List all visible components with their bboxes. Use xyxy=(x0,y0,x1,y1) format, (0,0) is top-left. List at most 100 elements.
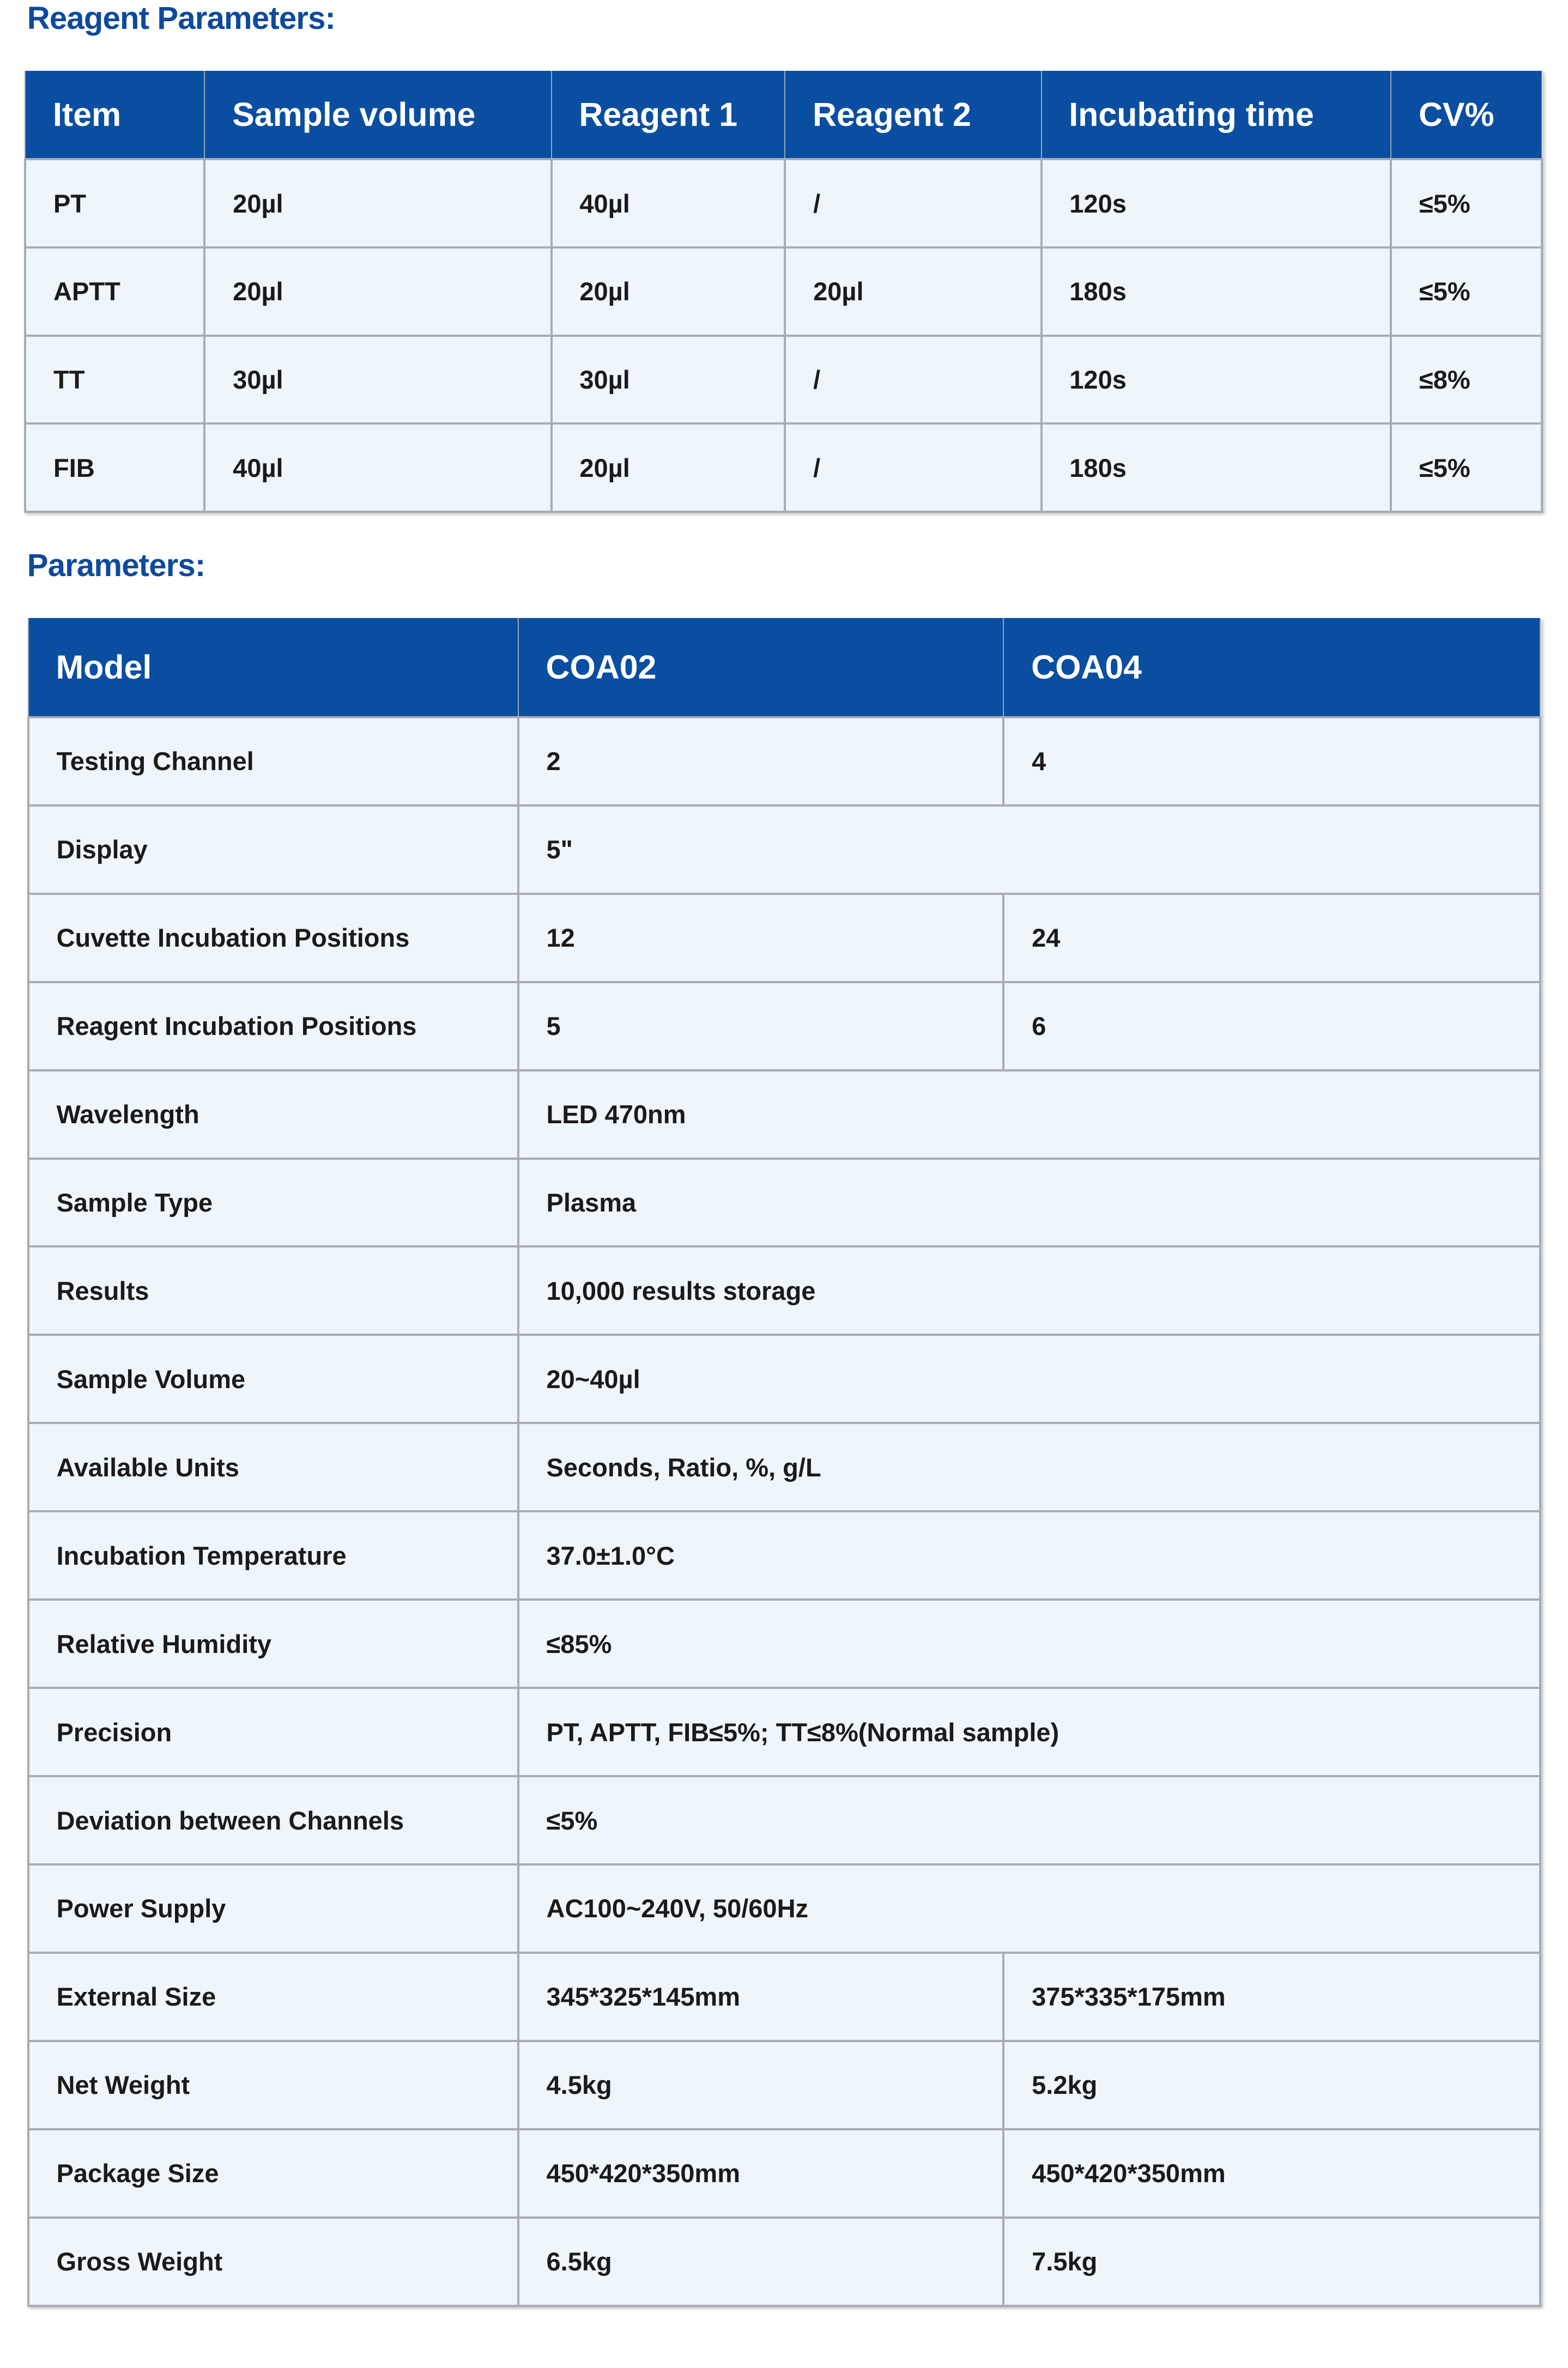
table-row: Precision PT, APTT, FIB≤5%; TT≤8%(Normal … xyxy=(27,1687,1542,1778)
cell-value: 450*420*350mm xyxy=(1002,2128,1542,2219)
cell-value: / xyxy=(784,158,1043,249)
column-header: COA02 xyxy=(517,618,1004,718)
parameters-title: Parameters: xyxy=(27,548,205,584)
row-label: FIB xyxy=(24,422,206,513)
table-row: FIB 40µl 20µl/180s ≤5% xyxy=(24,422,1543,513)
cell-value: 345*325*145mm xyxy=(517,1951,1005,2042)
cell-value: 20µl xyxy=(203,158,553,249)
column-header: CV% xyxy=(1390,71,1542,160)
row-label: Testing Channel xyxy=(27,716,519,807)
cell-value: 180s xyxy=(1040,422,1393,513)
cell-value: PT, APTT, FIB≤5%; TT≤8%(Normal sample) xyxy=(517,1687,1542,1778)
row-label: Wavelength xyxy=(27,1069,519,1160)
cell-value: 4.5kg xyxy=(517,2039,1005,2130)
cell-value: 6.5kg xyxy=(517,2216,1005,2307)
row-label: TT xyxy=(24,334,206,425)
cell-value: 40µl xyxy=(203,422,553,513)
row-label: Package Size xyxy=(27,2128,519,2219)
column-header: Incubating time xyxy=(1040,71,1392,160)
row-label: Precision xyxy=(27,1687,519,1778)
row-label: Gross Weight xyxy=(27,2216,519,2307)
cell-value: 5.2kg xyxy=(1002,2039,1542,2130)
table-row: External Size 345*325*145mm 375*335*175mm xyxy=(27,1951,1542,2042)
cell-value: 12 xyxy=(517,892,1005,983)
cell-value: Plasma xyxy=(517,1157,1542,1248)
cell-value: 37.0±1.0°C xyxy=(517,1510,1542,1601)
table-row: Results 10,000 results storage xyxy=(27,1245,1542,1336)
row-label: Power Supply xyxy=(27,1863,519,1954)
table-row: Cuvette Incubation Positions 12 24 xyxy=(27,892,1542,983)
table-row: Wavelength LED 470nm xyxy=(27,1069,1542,1160)
cell-value: 4 xyxy=(1002,716,1542,807)
cell-value: 180s xyxy=(1040,246,1393,337)
cell-value: LED 470nm xyxy=(517,1069,1542,1160)
table-row: Testing Channel 2 4 xyxy=(27,716,1542,807)
table-row: Sample Volume 20~40µl xyxy=(27,1334,1542,1425)
row-label: Sample Volume xyxy=(27,1334,519,1425)
cell-value: 6 xyxy=(1002,980,1542,1071)
row-label: Deviation between Channels xyxy=(27,1775,519,1866)
cell-value: 375*335*175mm xyxy=(1002,1951,1542,2042)
cell-value: ≤8% xyxy=(1390,334,1543,425)
row-label: External Size xyxy=(27,1951,519,2042)
table-row: Package Size 450*420*350mm 450*420*350mm xyxy=(27,2128,1542,2219)
table-row: PT 20µl 40µl/120s ≤5% xyxy=(24,158,1543,249)
column-header: Reagent 2 xyxy=(784,71,1042,160)
cell-value: 20µl xyxy=(550,246,786,337)
table-row: Relative Humidity ≤85% xyxy=(27,1598,1542,1689)
cell-value: 20µl xyxy=(784,246,1043,337)
table-row: Sample Type Plasma xyxy=(27,1157,1542,1248)
cell-value: 5" xyxy=(517,804,1542,895)
row-label: Relative Humidity xyxy=(27,1598,519,1689)
row-label: APTT xyxy=(24,246,206,337)
cell-value: 7.5kg xyxy=(1002,2216,1542,2307)
cell-value: / xyxy=(784,334,1043,425)
table-row: Gross Weight 6.5kg 7.5kg xyxy=(27,2216,1542,2307)
cell-value: 2 xyxy=(517,716,1005,807)
reagent-parameters-table: Item Sample volume Reagent 1 Reagent 2 Incub… xyxy=(24,71,1543,513)
cell-value: 20~40µl xyxy=(517,1334,1542,1425)
table-row: Reagent Incubation Positions 5 6 xyxy=(27,980,1542,1071)
column-header: COA04 xyxy=(1003,618,1541,718)
reagent-parameters-title: Reagent Parameters: xyxy=(27,1,336,36)
table-row: APTT 20µl 20µl 20µl 180s ≤5% xyxy=(24,246,1543,337)
cell-value: 20µl xyxy=(203,246,553,337)
cell-value: 120s xyxy=(1040,158,1393,249)
cell-value: Seconds, Ratio, %, g/L xyxy=(517,1422,1542,1513)
column-header: Item xyxy=(25,71,205,160)
cell-value: ≤5% xyxy=(1390,246,1543,337)
table-row: Available Units Seconds, Ratio, %, g/L xyxy=(27,1422,1542,1513)
row-label: Sample Type xyxy=(27,1157,519,1248)
cell-value: 20µl xyxy=(550,422,786,513)
cell-value: AC100~240V, 50/60Hz xyxy=(517,1863,1542,1954)
cell-value: 450*420*350mm xyxy=(517,2128,1005,2219)
cell-value: 30µl xyxy=(203,334,553,425)
row-label: Display xyxy=(27,804,519,895)
table-row: Display 5" xyxy=(27,804,1542,895)
row-label: Net Weight xyxy=(27,2039,519,2130)
cell-value: 24 xyxy=(1002,892,1542,983)
cell-value: 40µl xyxy=(550,158,786,249)
row-label: Incubation Temperature xyxy=(27,1510,519,1601)
cell-value: ≤85% xyxy=(517,1598,1542,1689)
row-label: Cuvette Incubation Positions xyxy=(27,892,519,983)
row-label: PT xyxy=(24,158,206,249)
cell-value: 5 xyxy=(517,980,1005,1071)
table-row: TT 30µl 30µl/120s ≤8% xyxy=(24,334,1543,425)
cell-value: ≤5% xyxy=(1390,158,1543,249)
cell-value: ≤5% xyxy=(1390,422,1543,513)
parameters-table: Model COA02 COA04 Testing Channel 2 4 Display… xyxy=(27,618,1542,2307)
table-row: Power Supply AC100~240V, 50/60Hz xyxy=(27,1863,1542,1954)
cell-value: 120s xyxy=(1040,334,1393,425)
cell-value: 30µl xyxy=(550,334,786,425)
table-row: Incubation Temperature 37.0±1.0°C xyxy=(27,1510,1542,1601)
cell-value: / xyxy=(784,422,1043,513)
cell-value: 10,000 results storage xyxy=(517,1245,1542,1336)
row-label: Available Units xyxy=(27,1422,519,1513)
table-row: Net Weight 4.5kg 5.2kg xyxy=(27,2039,1542,2130)
row-label: Results xyxy=(27,1245,519,1336)
column-header: Reagent 1 xyxy=(550,71,786,160)
row-label: Reagent Incubation Positions xyxy=(27,980,519,1071)
column-header: Sample volume xyxy=(204,71,552,160)
